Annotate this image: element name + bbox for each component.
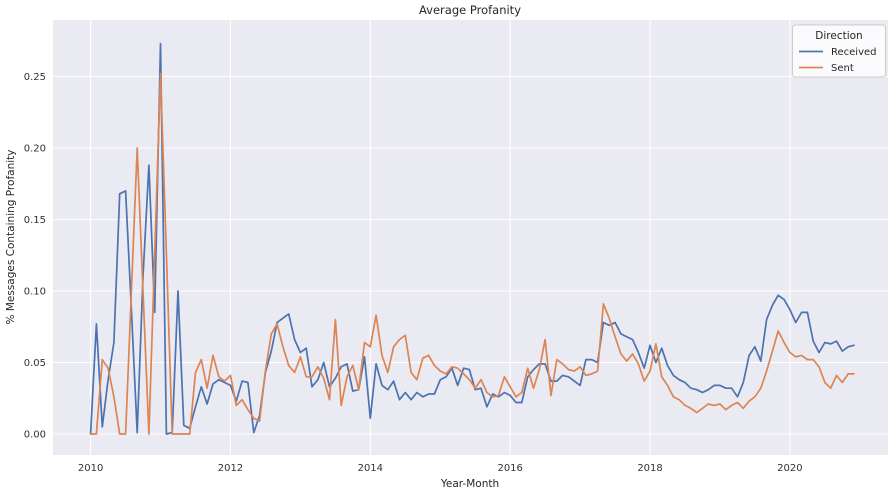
x-axis-tick-labels: 2010 2012 2014 2016 2018 2020 xyxy=(78,463,803,474)
legend-item-sent: Sent xyxy=(799,63,854,74)
chart-title: Average Profanity xyxy=(419,3,521,17)
legend-title: Direction xyxy=(815,30,862,42)
y-tick-label: 0.15 xyxy=(24,215,46,226)
x-tick-label: 2010 xyxy=(78,463,103,474)
x-tick-label: 2018 xyxy=(637,463,662,474)
y-tick-label: 0.20 xyxy=(24,144,46,155)
y-axis-label: % Messages Containing Profanity xyxy=(5,150,17,325)
received-series-line xyxy=(89,42,855,435)
legend-item-sent-label: Sent xyxy=(831,63,854,74)
y-tick-label: 0.10 xyxy=(24,287,46,298)
legend-box xyxy=(792,24,886,78)
x-axis-label: Year-Month xyxy=(440,478,499,490)
plot-area xyxy=(53,20,888,455)
legend: Direction Received Sent xyxy=(792,24,886,78)
series-lines xyxy=(89,42,855,435)
legend-item-received-label: Received xyxy=(831,47,877,58)
legend-item-received: Received xyxy=(799,47,877,58)
y-tick-label: 0.05 xyxy=(24,358,46,369)
x-tick-label: 2012 xyxy=(218,463,243,474)
gridlines xyxy=(53,20,888,455)
x-tick-label: 2020 xyxy=(777,463,802,474)
sent-series-line xyxy=(89,72,855,435)
y-axis-tick-labels: 0.00 0.05 0.10 0.15 0.20 0.25 xyxy=(24,72,46,441)
x-tick-label: 2014 xyxy=(358,463,383,474)
y-tick-label: 0.00 xyxy=(24,430,46,441)
x-tick-label: 2016 xyxy=(497,463,522,474)
y-tick-label: 0.25 xyxy=(24,72,46,83)
